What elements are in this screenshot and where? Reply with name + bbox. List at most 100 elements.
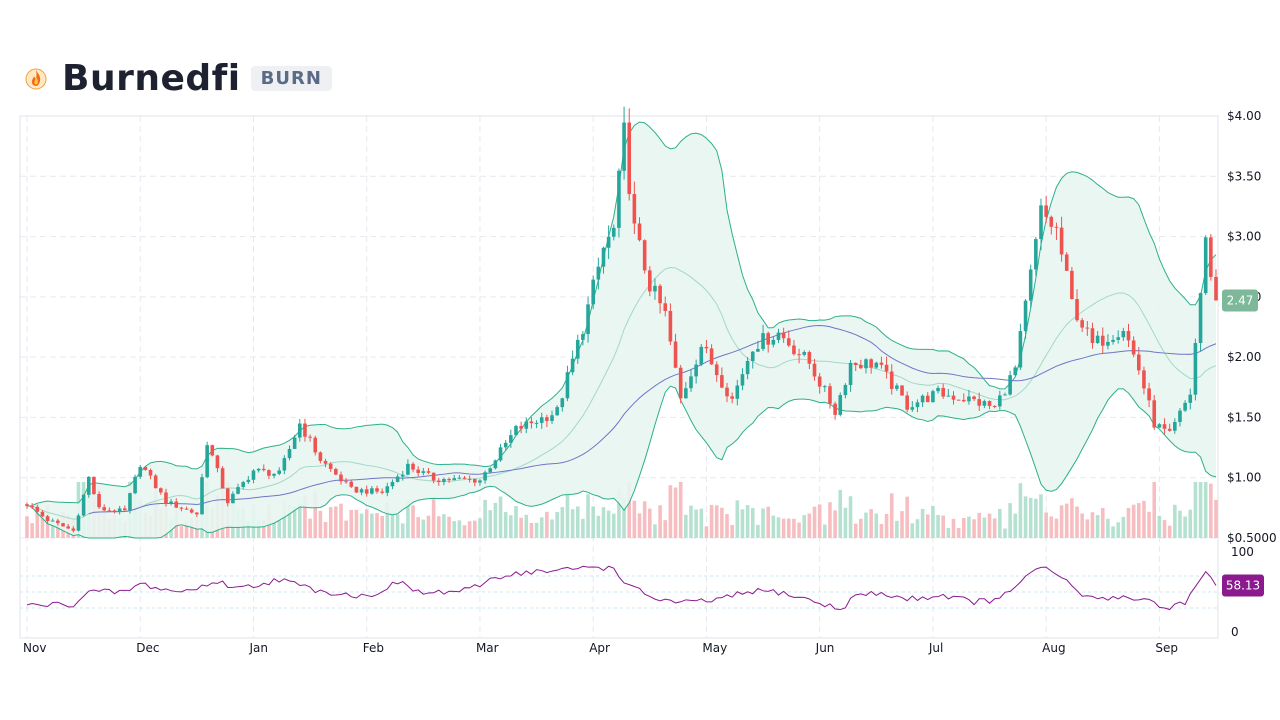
candle xyxy=(395,474,400,483)
candle xyxy=(164,488,168,507)
rsi-value-label: 58.13 xyxy=(1226,578,1260,592)
volume-bar xyxy=(462,525,467,538)
volume-bar xyxy=(1142,500,1146,538)
candle xyxy=(498,443,503,462)
candle xyxy=(786,330,791,347)
volume-bar xyxy=(1198,482,1203,538)
candle xyxy=(1111,335,1115,345)
candle-body xyxy=(812,363,817,377)
candle xyxy=(308,434,312,442)
volume-bar xyxy=(817,504,822,538)
candle-body xyxy=(1054,226,1059,228)
volume-bar xyxy=(1111,526,1115,538)
candle-body xyxy=(457,477,462,479)
candle-body xyxy=(622,122,626,171)
volume-bar xyxy=(586,494,590,538)
candle xyxy=(941,383,945,399)
candle-body xyxy=(92,476,96,495)
candle-body xyxy=(1013,367,1018,376)
candle xyxy=(76,513,81,532)
candle xyxy=(843,383,848,399)
volume-bar xyxy=(622,498,626,538)
price-tick-label: $3.00 xyxy=(1227,230,1261,244)
candle-body xyxy=(493,460,498,469)
volume-bar xyxy=(684,514,688,538)
candle-body xyxy=(529,421,534,424)
asset-name: Burnedfi xyxy=(62,57,241,99)
volume-bar xyxy=(673,487,678,538)
volume-bar xyxy=(473,520,477,538)
candle-body xyxy=(514,426,518,436)
candle-body xyxy=(421,471,426,473)
candle-body xyxy=(303,423,307,437)
candle xyxy=(25,502,29,509)
candle xyxy=(859,359,863,370)
volume-bar xyxy=(895,520,899,538)
volume-bar xyxy=(596,515,601,538)
candle-body xyxy=(653,285,657,292)
candle xyxy=(107,507,112,512)
candle xyxy=(864,358,868,374)
candle-body xyxy=(704,346,709,349)
ticker-badge: BURN xyxy=(250,65,332,91)
time-tick-label: Jan xyxy=(248,641,268,655)
candle-body xyxy=(215,455,220,469)
candle xyxy=(215,454,220,473)
candle-body xyxy=(503,442,508,448)
candle xyxy=(442,477,446,486)
candle xyxy=(1008,370,1012,396)
volume-bar xyxy=(411,505,415,538)
candle-body xyxy=(442,478,446,483)
candle-body xyxy=(488,468,493,473)
candle xyxy=(473,478,477,487)
candle xyxy=(550,410,554,424)
candle xyxy=(189,508,194,514)
candle xyxy=(56,518,60,526)
candle-body xyxy=(436,480,441,483)
candle xyxy=(1152,395,1157,430)
candlesticks xyxy=(25,106,1218,533)
candle-body xyxy=(1064,254,1069,271)
candle-body xyxy=(1023,300,1028,332)
candle-body xyxy=(400,474,405,477)
candle xyxy=(591,275,595,310)
candle xyxy=(1121,327,1126,341)
candle xyxy=(370,486,374,495)
volume-bar xyxy=(843,507,848,538)
volume-bar xyxy=(416,517,420,538)
volume-bar xyxy=(1070,498,1074,538)
candle-body xyxy=(164,492,168,504)
volume-bar xyxy=(318,510,323,538)
candle-body xyxy=(843,384,848,396)
candle xyxy=(138,464,143,479)
candle-body xyxy=(848,362,853,385)
bollinger-bands xyxy=(26,121,1217,539)
candle xyxy=(298,418,302,442)
candle xyxy=(117,505,122,515)
candle xyxy=(488,467,493,473)
candle xyxy=(684,382,688,399)
candle xyxy=(66,524,70,529)
candle xyxy=(1044,195,1048,223)
volume-bar xyxy=(1136,503,1141,538)
volume-bar xyxy=(879,524,884,538)
candle xyxy=(45,514,50,524)
candle xyxy=(349,479,354,489)
candle-body xyxy=(30,506,34,508)
volume-bar xyxy=(478,518,482,538)
candle-body xyxy=(998,395,1002,407)
volume-bar xyxy=(951,518,956,538)
volume-bar xyxy=(457,520,462,538)
candle xyxy=(261,464,266,472)
volume-bar xyxy=(941,515,945,538)
candle-body xyxy=(617,170,621,228)
candle-body xyxy=(987,401,992,406)
volume-bar xyxy=(261,519,266,538)
candle xyxy=(920,394,925,408)
candle xyxy=(931,389,935,403)
candle-body xyxy=(71,528,76,531)
volume-bar xyxy=(956,527,961,538)
volume-bar xyxy=(807,513,812,538)
candle xyxy=(267,469,271,480)
